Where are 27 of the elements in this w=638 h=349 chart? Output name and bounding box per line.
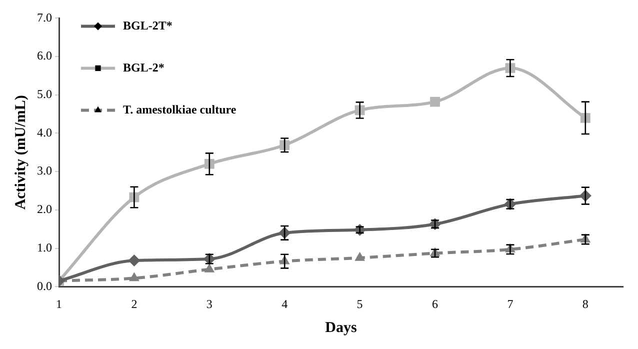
point [354,224,366,236]
point [354,252,365,261]
y-tick-label: 2.0 [37,202,52,216]
x-tick-label: 8 [582,296,588,311]
x-tick-label: 3 [206,296,212,311]
point [129,272,140,282]
x-tick-label: 4 [282,296,288,311]
point [204,263,215,272]
x-tick-label: 5 [356,296,363,311]
y-tick-label: 4.0 [37,125,52,140]
legend-label: BGL-2T* [123,18,172,32]
legend-label: T. amestolkiae culture [123,102,237,116]
y-tick-label: 0.0 [37,278,52,293]
legend-label: BGL-2* [123,60,164,74]
y-tick-label: 5.0 [37,87,52,102]
y-tick-label: 6.0 [37,48,52,63]
x-tick-label: 6 [432,296,438,311]
x-tick-label: 1 [56,296,62,311]
x-tick-label: 2 [131,296,138,311]
y-tick-label: 1.0 [37,240,52,254]
x-tick-label: 7 [507,296,514,311]
point [128,254,140,267]
x-axis-title: Days [325,320,357,336]
y-tick-label: 3.0 [37,164,52,178]
y-axis-title: Activity (mU/mL) [12,95,29,210]
y-tick-label: 7.0 [37,10,52,24]
point [430,96,440,107]
